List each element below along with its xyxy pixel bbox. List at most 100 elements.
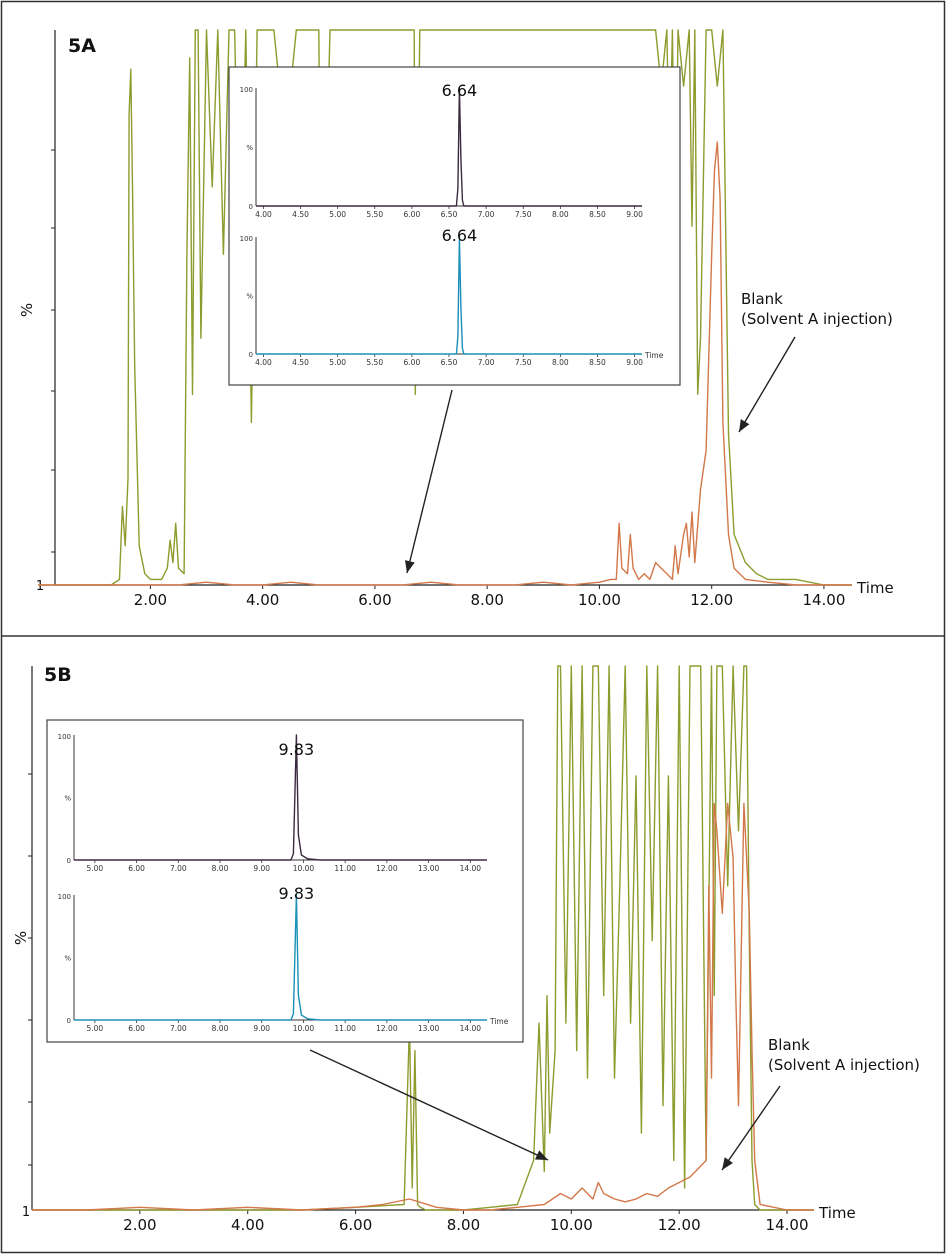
x-axis-label: Time [856,579,894,597]
inset-x-tick-label: 9.00 [626,210,643,219]
inset-x-tick-label: 11.00 [334,864,356,873]
inset-y-min-label: 0 [249,351,253,359]
inset-x-tick-label: 7.00 [170,1024,187,1033]
x-axis-label: Time [818,1204,856,1222]
inset-top-trace [74,734,487,861]
inset-x-tick-label: 9.00 [253,864,270,873]
inset-x-tick-label: 8.00 [212,864,229,873]
x-tick-label: 6.00 [358,591,391,609]
panel-5b: 5B%12.00 4.00 6.00 8.00 10.00 12.00 14.00TimeB… [12,664,920,1234]
inset-x-tick-label: 6.00 [128,1024,145,1033]
x-tick-label: 12.00 [690,591,733,609]
inset-y-mid-label: % [64,955,71,963]
annotation-arrow-head [739,419,750,432]
inset-x-tick-label: 4.00 [255,210,272,219]
panel-label: 5B [44,664,72,686]
inset-chart: 100%04.00 4.50 5.00 5.50 6.00 6.50 7.00 7.50 8.0… [228,66,681,386]
inset-top-chromatogram: 100% 04.00 4.50 5.00 5.50 6.00 6.50 7.00 7.50 8.0… [240,81,644,219]
series-sample-line [38,29,852,586]
series-sample-line [32,665,814,1211]
inset-x-axis-label: Time [644,351,664,360]
x-tick-label: 14.00 [802,591,845,609]
inset-x-tick-label: 4.00 [255,358,272,367]
inset-x-tick-label: 6.00 [128,864,145,873]
x-tick-label: 4.00 [246,591,279,609]
annotation-label: (Solvent A injection) [768,1056,920,1074]
inset-peak-label: 6.64 [442,226,478,245]
x-tick-label: 14.00 [766,1216,809,1234]
inset-x-tick-label: 13.00 [418,1024,440,1033]
inset-x-tick-label: 8.50 [589,358,606,367]
x-tick-label: 8.00 [470,591,503,609]
x-tick-label: 12.00 [658,1216,701,1234]
annotation-arrow-line [738,336,796,433]
y-baseline-label: 1 [36,579,44,594]
inset-bottom-chromatogram: 100% 0 5.00 6.00 7.00 8.00 9.00 10.00 11.00 12.00… [58,884,509,1033]
inset-x-tick-label: 4.50 [292,358,309,367]
inset-x-tick-label: 6.50 [441,210,458,219]
y-baseline-label: 1 [22,1205,30,1220]
inset-x-tick-label: 14.00 [460,1024,482,1033]
inset-x-tick-label: 13.00 [418,864,440,873]
inset-x-tick-label: 7.50 [515,210,532,219]
inset-y-min-label: 0 [67,857,71,865]
annotation-arrow-line [721,1085,781,1171]
inset-x-tick-label: 12.00 [376,864,398,873]
inset-y-max-label: 100 [58,893,71,901]
annotation-arrow-head [722,1157,733,1170]
inset-x-tick-label: 7.00 [478,210,495,219]
inset-y-mid-label: % [246,144,253,152]
inset-peak-label: 9.83 [279,884,315,903]
inset-x-tick-label: 5.00 [87,1024,104,1033]
annotation-label: Blank [741,290,783,308]
x-tick-label: 8.00 [447,1216,480,1234]
inset-bottom-chromatogram: 100% 04.00 4.50 5.00 5.50 6.00 6.50 7.00 7.50 8.0… [240,226,664,367]
inset-x-tick-label: 9.00 [253,1024,270,1033]
inset-x-tick-label: 8.00 [552,210,569,219]
annotation-arrow-head [405,560,415,573]
inset-x-tick-label: 10.00 [293,864,315,873]
x-tick-label: 2.00 [123,1216,156,1234]
inset-top-chromatogram: 100% 0 5.00 6.00 7.00 8.00 9.00 10.00 11.00 12.00… [58,733,487,873]
inset-chart: 100% 0 5.00 6.00 7.00 8.00 9.00 10.00 11.00 12.00… [46,719,524,1043]
annotation-arrow-line [406,389,453,574]
inset-x-tick-label: 5.00 [87,864,104,873]
series-blank-line [32,802,814,1211]
inset-frame [228,66,681,386]
inset-x-tick-label: 11.00 [334,1024,356,1033]
inset-frame [46,719,524,1043]
inset-x-tick-label: 12.00 [376,1024,398,1033]
y-axis-label: % [12,931,30,945]
inset-y-mid-label: % [246,293,253,301]
inset-bottom-trace [74,894,487,1021]
inset-y-max-label: 100 [240,86,253,94]
inset-y-min-label: 0 [67,1017,71,1025]
inset-x-tick-label: 6.00 [404,210,421,219]
inset-y-max-label: 100 [240,235,253,243]
x-tick-label: 2.00 [134,591,167,609]
inset-x-tick-label: 14.00 [460,864,482,873]
inset-x-tick-label: 7.00 [170,864,187,873]
inset-x-tick-label: 6.00 [404,358,421,367]
inset-x-tick-label: 10.00 [293,1024,315,1033]
panel-label: 5A [68,35,96,57]
y-axis-label: % [18,303,36,317]
inset-x-tick-label: 7.50 [515,358,532,367]
x-tick-label: 4.00 [231,1216,264,1234]
inset-y-mid-label: % [64,795,71,803]
inset-x-tick-label: 5.50 [366,210,383,219]
annotation-arrow-line [309,1049,549,1161]
inset-x-tick-label: 8.00 [552,358,569,367]
inset-x-tick-label: 5.50 [366,358,383,367]
x-tick-label: 6.00 [339,1216,372,1234]
inset-x-tick-label: 5.00 [329,358,346,367]
inset-x-tick-label: 8.50 [589,210,606,219]
panel-5a: 5A%12.00 4.00 6.00 8.00 10.00 12.00 14.00TimeB… [18,29,894,609]
inset-x-tick-label: 5.00 [329,210,346,219]
inset-top-trace [256,87,642,207]
series-blank-line [38,141,852,586]
inset-x-axis-label: Time [489,1017,509,1026]
annotation-label: (Solvent A injection) [741,310,893,328]
